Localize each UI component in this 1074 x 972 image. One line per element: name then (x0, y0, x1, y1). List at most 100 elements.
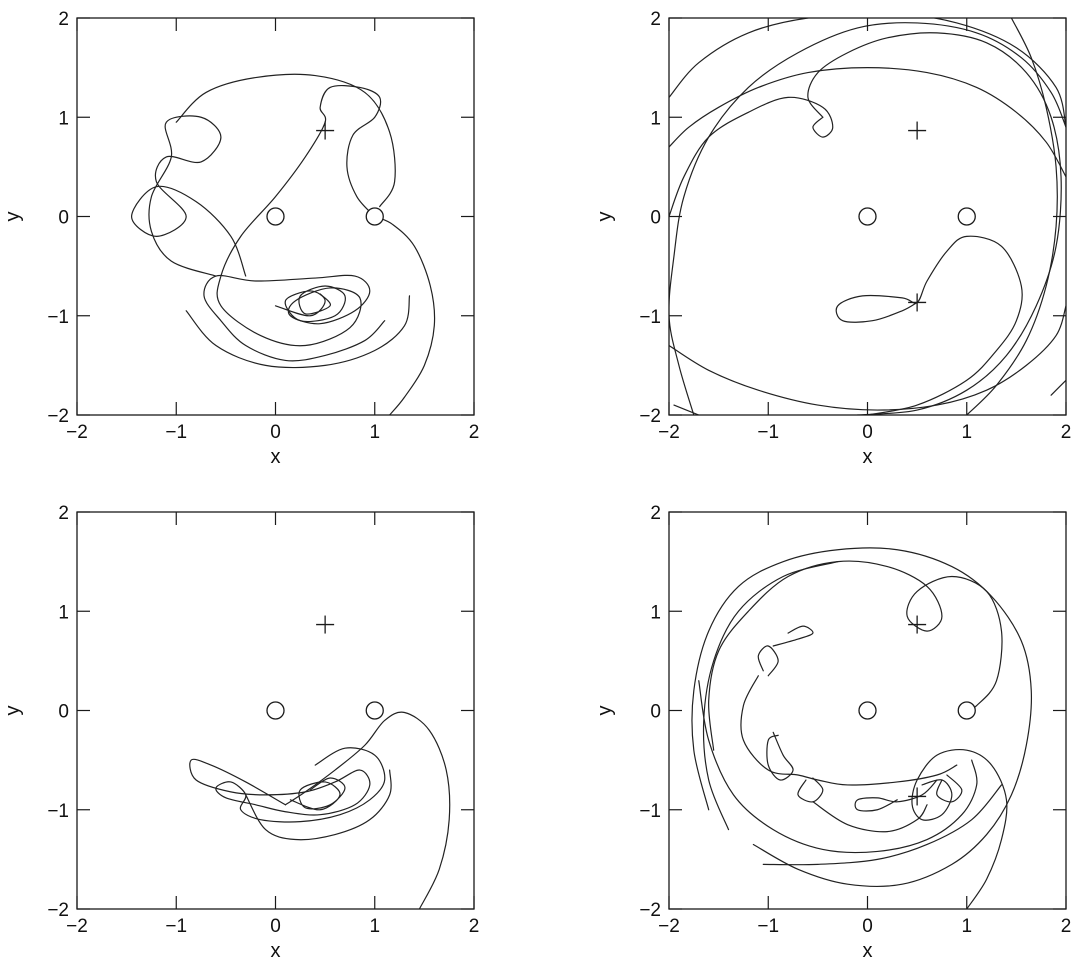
trajectory-line-8 (797, 777, 824, 803)
lagrange-point-plus (908, 615, 927, 634)
panel-bottom-left: −2−2 −1 −1 0 0 1 1 2 2 x y (2, 503, 479, 962)
x-tick-label: −2 (66, 916, 88, 937)
y-tick-label: −1 (47, 307, 69, 328)
trajectory-line-0 (374, 215, 436, 415)
x-tick-label: 0 (270, 422, 281, 443)
x-tick-label: 2 (469, 422, 480, 443)
lagrange-point-plus (908, 293, 927, 312)
trajectory-line-6 (669, 67, 1066, 178)
panel-top-left: −2−2 −1 −1 0 0 1 1 2 2 x y (2, 9, 479, 468)
trajectory-line-5 (274, 285, 346, 323)
panel-top-right: −2−2 −1 −1 0 0 1 1 2 2 x y (594, 9, 1071, 468)
y-axis-label: y (2, 212, 24, 222)
trajectory-line-0 (835, 235, 1023, 415)
trajectory-line-9 (812, 801, 928, 833)
x-axis-label: x (271, 446, 281, 468)
y-tick-label: −1 (47, 801, 69, 822)
x-tick-label: 0 (862, 916, 873, 937)
trajectory-line-1 (203, 84, 386, 362)
mass-marker-circle (266, 207, 285, 226)
trajectory-line-2 (245, 769, 392, 841)
y-tick-label: −2 (639, 406, 661, 427)
y-tick-label: 1 (58, 108, 69, 129)
x-tick-label: −2 (658, 422, 680, 443)
x-tick-label: −1 (165, 916, 187, 937)
mass-marker-circle (266, 701, 285, 720)
y-tick-label: −1 (639, 307, 661, 328)
mass-marker-circle (365, 701, 384, 720)
y-axis-label: y (594, 706, 616, 716)
x-tick-label: 0 (862, 422, 873, 443)
y-tick-label: 0 (58, 208, 69, 229)
x-tick-label: −1 (165, 422, 187, 443)
mass-marker-circle (858, 701, 877, 720)
y-tick-label: 2 (58, 503, 69, 524)
x-tick-label: −1 (757, 422, 779, 443)
trajectory-line-1 (708, 560, 1003, 751)
trajectory-line-2 (669, 96, 834, 218)
x-tick-label: 1 (369, 916, 380, 937)
mass-marker-circle (365, 207, 384, 226)
x-axis-label: x (863, 446, 873, 468)
trajectory-line-1 (189, 747, 386, 823)
lagrange-point-plus (316, 615, 335, 634)
y-tick-label: 0 (58, 702, 69, 723)
x-axis-label: x (271, 940, 281, 962)
trajectory-line-13 (772, 625, 814, 647)
trajectory-line-3 (289, 777, 346, 811)
trajectory-line-4 (185, 295, 411, 369)
y-tick-label: −1 (639, 801, 661, 822)
trajectory-line-10 (854, 779, 938, 812)
trajectory-line-7 (766, 731, 794, 781)
panel-bottom-right: −2−2 −1 −1 0 0 1 1 2 2 x y (594, 503, 1071, 962)
trajectory-line-5 (691, 547, 1033, 887)
trajectory-line-0 (284, 711, 451, 909)
x-axis-label: x (863, 940, 873, 962)
trajectory-line-5 (669, 305, 1066, 411)
y-tick-label: 2 (650, 9, 661, 30)
x-tick-label: 1 (961, 916, 972, 937)
trajectory-line-0 (911, 748, 1008, 909)
trajectory-line-6 (740, 675, 958, 786)
trajectory-group (130, 73, 436, 415)
trajectory-line-12 (757, 645, 779, 677)
x-tick-label: 2 (1061, 422, 1072, 443)
trajectory-line-4 (669, 22, 1066, 415)
trajectory-line-3 (175, 73, 396, 208)
x-tick-label: 0 (270, 916, 281, 937)
x-tick-label: 1 (369, 422, 380, 443)
y-tick-label: −2 (47, 406, 69, 427)
y-tick-label: −2 (639, 900, 661, 921)
trajectory-line-2 (698, 680, 978, 854)
x-tick-label: 2 (469, 916, 480, 937)
trajectory-line-9 (1050, 379, 1066, 396)
trajectory-line-11 (936, 774, 963, 803)
trajectory-line-3 (762, 784, 1003, 866)
y-tick-label: 0 (650, 208, 661, 229)
mass-marker-circle (957, 701, 976, 720)
trajectory-line-2 (130, 115, 247, 277)
trajectory-line-4 (702, 561, 839, 831)
y-tick-label: −2 (47, 900, 69, 921)
trajectory-line-1 (807, 32, 1062, 415)
y-tick-label: 1 (58, 602, 69, 623)
y-axis-label: y (594, 212, 616, 222)
trajectory-group (691, 547, 1033, 909)
trajectory-group (189, 711, 451, 909)
mass-marker-circle (957, 207, 976, 226)
x-tick-label: −2 (658, 916, 680, 937)
y-tick-label: 2 (650, 503, 661, 524)
trajectory-line-3 (669, 18, 1066, 128)
x-tick-label: 2 (1061, 916, 1072, 937)
mass-marker-circle (858, 207, 877, 226)
x-tick-label: 1 (961, 422, 972, 443)
x-tick-label: −2 (66, 422, 88, 443)
trajectory-line-8 (673, 404, 700, 415)
trajectory-line-7 (966, 18, 1058, 415)
x-tick-label: −1 (757, 916, 779, 937)
lagrange-point-plus (908, 787, 927, 806)
lagrange-point-plus (908, 121, 927, 140)
y-axis-label: y (2, 706, 24, 716)
y-tick-label: 0 (650, 702, 661, 723)
